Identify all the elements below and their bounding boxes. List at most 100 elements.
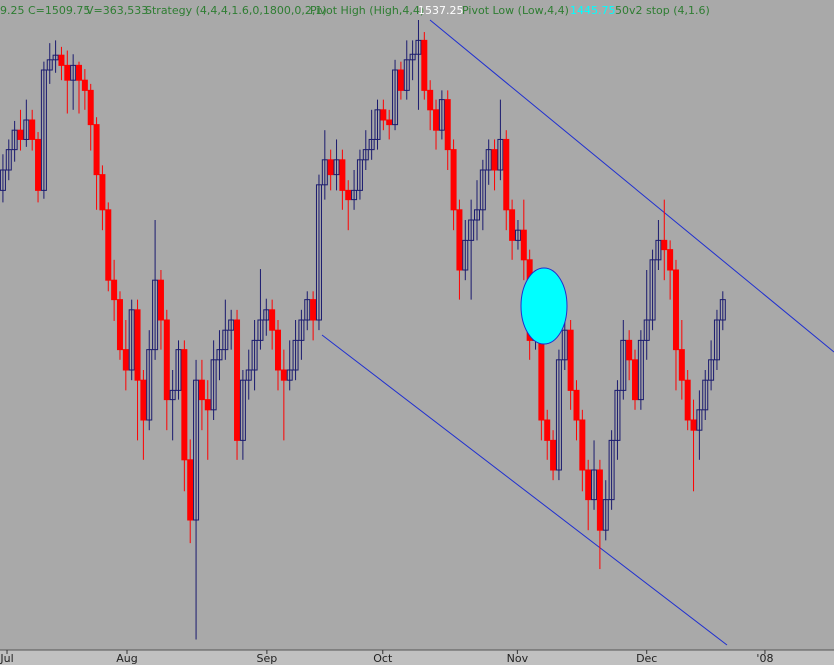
candle-body: [643, 319, 650, 341]
candle-body: [228, 319, 235, 331]
header-item: 1537.25: [418, 4, 464, 17]
x-tick-label: '08: [756, 652, 773, 665]
candle-body: [655, 239, 662, 261]
candle-body: [339, 159, 346, 191]
candle-body: [456, 209, 463, 271]
candle-body: [35, 138, 42, 191]
candle-body: [514, 229, 521, 241]
candle-body: [380, 109, 387, 121]
candle-body: [602, 499, 609, 531]
candle-body: [315, 184, 322, 321]
candle-body: [684, 379, 691, 421]
candle-body: [374, 109, 381, 140]
candle-body: [286, 369, 293, 381]
candle-body: [620, 339, 627, 391]
candle-body: [690, 419, 697, 431]
candle-body: [0, 169, 6, 191]
x-tick-label: Nov: [507, 652, 529, 665]
x-tick-label: Jul: [0, 652, 14, 665]
candle-body: [134, 309, 141, 381]
candle-body: [105, 209, 112, 281]
candle-body: [52, 54, 59, 61]
header-item: 1445.75: [570, 4, 616, 17]
header-item: 9.25: [0, 4, 25, 17]
candle-body: [433, 109, 440, 131]
header-item: Pivot High (High,4,4): [310, 4, 424, 17]
candle-body: [368, 138, 375, 151]
candle-body: [198, 379, 205, 401]
candle-body: [491, 149, 498, 171]
candle-body: [263, 309, 270, 321]
header-item: C=1509.75: [28, 4, 90, 17]
candle-body: [409, 53, 416, 61]
candle-body: [140, 379, 147, 421]
candle-body: [596, 469, 603, 531]
candle-body: [345, 189, 352, 201]
highlight-ellipse: [520, 267, 568, 345]
candle-body: [392, 69, 399, 126]
candle-body: [58, 54, 65, 66]
candle-body: [64, 64, 71, 81]
header-item: 50v2 stop (4,1.6): [615, 4, 710, 17]
candle-body: [93, 124, 100, 176]
candles: [0, 20, 726, 640]
candle-body: [146, 349, 153, 421]
candle-body: [444, 99, 451, 151]
candle-body: [696, 409, 703, 431]
candle-body: [181, 349, 188, 461]
candle-body: [386, 119, 393, 126]
candle-body: [567, 329, 574, 391]
candle-body: [672, 269, 679, 351]
candle-body: [473, 209, 480, 221]
candle-body: [87, 89, 94, 126]
candle-body: [544, 419, 551, 441]
candle-body: [333, 159, 340, 176]
candle-body: [626, 339, 633, 361]
candle-body: [427, 89, 434, 111]
candle-body: [204, 399, 211, 411]
candle-body: [708, 359, 715, 381]
candle-body: [70, 64, 77, 81]
candle-body: [275, 329, 281, 371]
candle-body: [193, 379, 200, 521]
candle-body: [304, 299, 311, 321]
candle-body: [251, 339, 258, 371]
candle-body: [555, 359, 562, 471]
candle-body: [29, 119, 36, 140]
candle-body: [573, 389, 580, 421]
candle-body: [468, 219, 475, 241]
candle-body: [719, 299, 726, 321]
candle-body: [280, 369, 287, 381]
candle-body: [216, 349, 223, 361]
candle-body: [40, 69, 47, 191]
candle-body: [187, 459, 194, 521]
candle-body: [450, 149, 457, 211]
candle-body: [157, 279, 164, 321]
candle-body: [351, 189, 358, 201]
candle-body: [503, 138, 510, 211]
candle-body: [23, 119, 30, 140]
candle-body: [362, 149, 369, 161]
candle-body: [356, 159, 363, 191]
header-item: Strategy (4,4,4,1.6,0,1800,0,2,1): [145, 4, 327, 17]
candle-body: [520, 229, 527, 261]
candle-body: [81, 79, 88, 91]
candle-body: [438, 99, 445, 131]
channel-lower-line: [321, 334, 728, 646]
candle-body: [5, 149, 12, 171]
candle-body: [649, 259, 656, 321]
candle-body: [579, 419, 586, 471]
x-axis-strip: [0, 650, 834, 665]
candle-body: [310, 299, 317, 321]
candle-body: [234, 319, 241, 441]
candle-body: [632, 359, 639, 401]
candle-body: [245, 369, 252, 381]
candle-body: [509, 209, 516, 241]
candle-body: [99, 174, 106, 211]
candle-body: [713, 319, 720, 361]
x-tick-label: Sep: [257, 652, 278, 665]
candle-body: [585, 469, 592, 501]
